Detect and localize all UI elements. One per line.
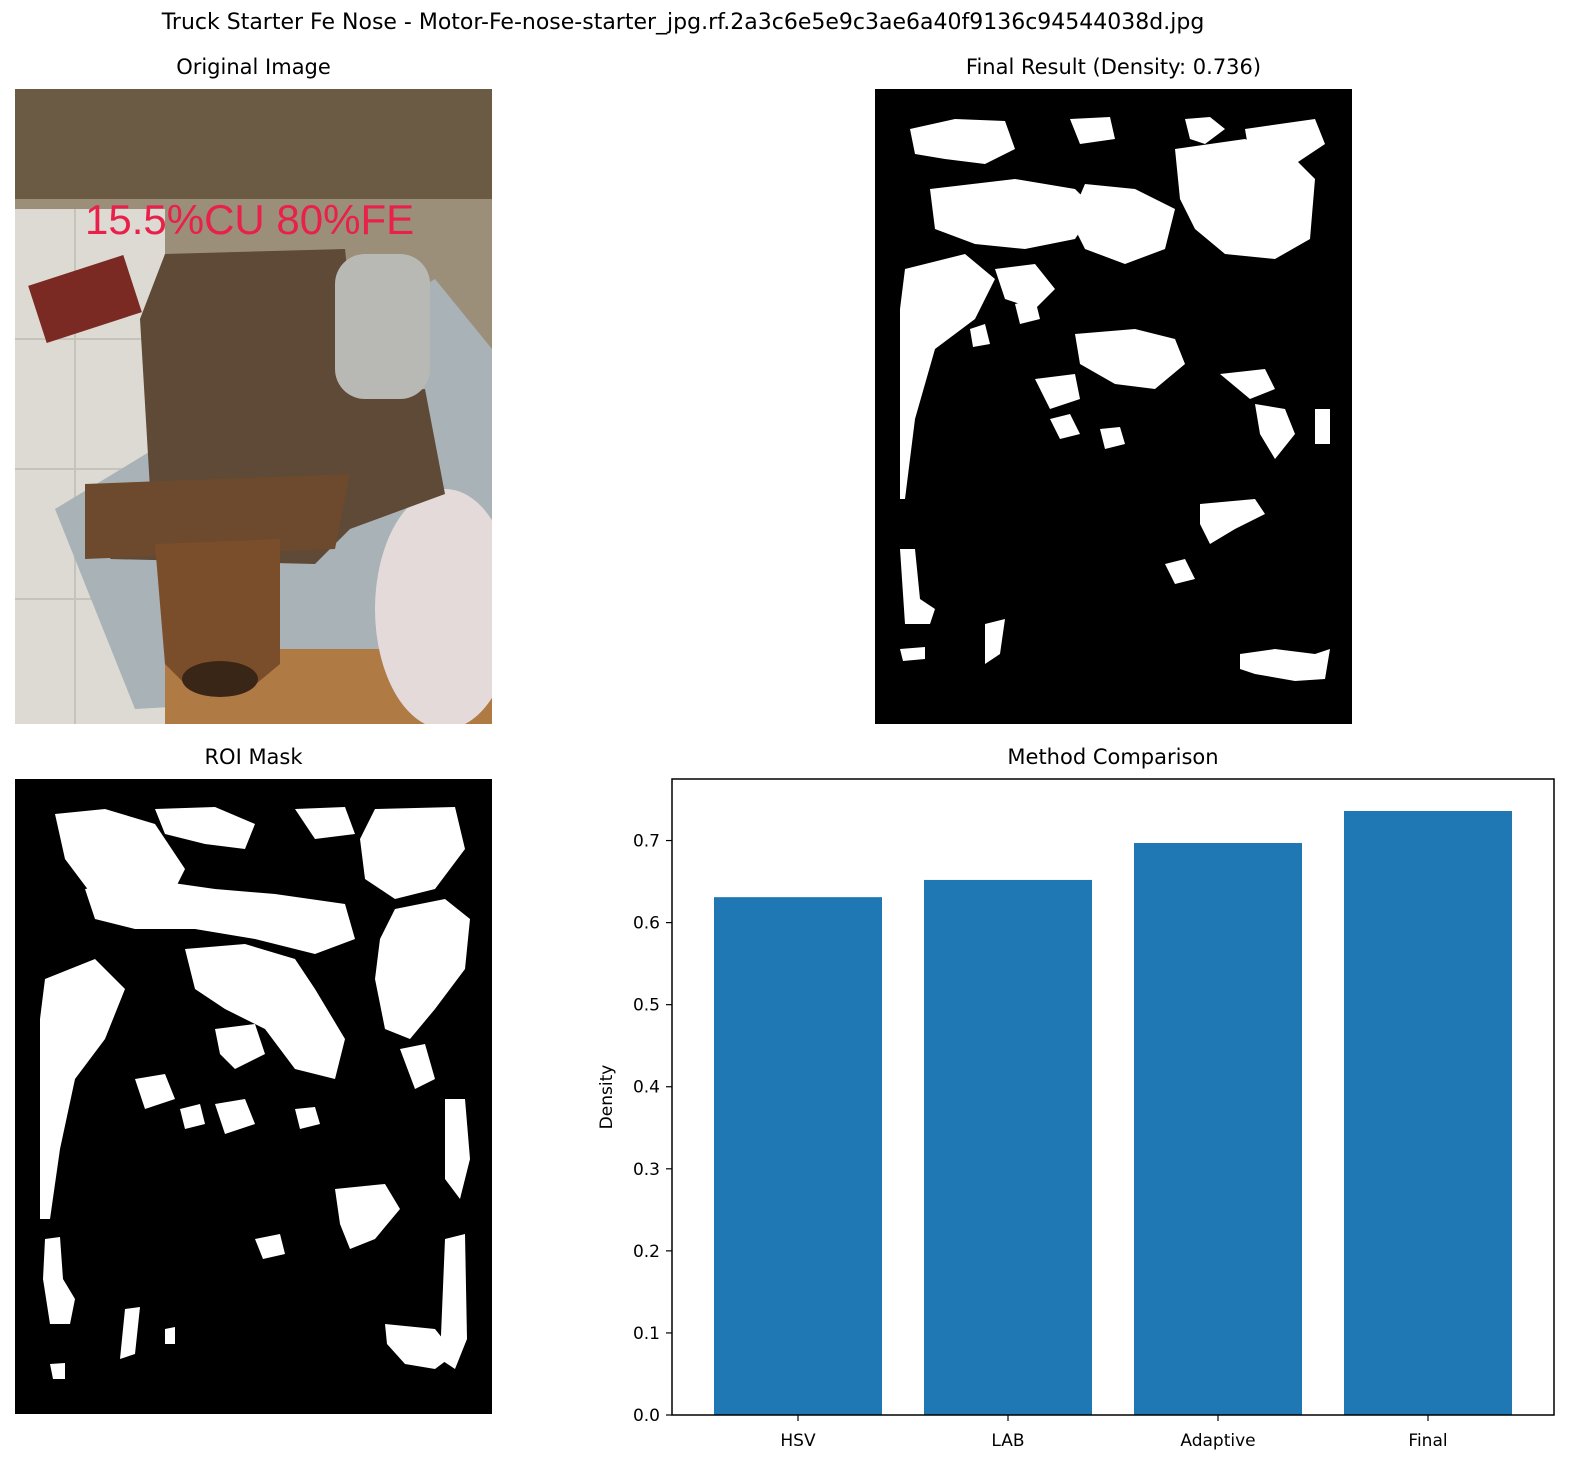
final-result-mask-panel (875, 89, 1352, 724)
y-tick-label: 0.2 (633, 1242, 660, 1262)
original-photo: 15.5%CU 80%FE (15, 89, 492, 724)
original-image-title: Original Image (15, 55, 492, 79)
x-tick-label: HSV (780, 1431, 816, 1451)
method-comparison-chart: HSV LAB Adaptive Final 0.0 0.1 0.2 0.3 0.4 0.5 0.6… (590, 772, 1570, 1462)
roi-mask (15, 779, 492, 1414)
x-tick-label: Final (1408, 1431, 1447, 1451)
y-tick-label: 0.7 (633, 832, 660, 852)
roi-mask-panel (15, 779, 492, 1414)
bar-adaptive (1134, 843, 1302, 1415)
bars-layer (714, 811, 1512, 1415)
method-comparison-title: Method Comparison (672, 745, 1554, 769)
final-result-mask (875, 89, 1352, 724)
final-result-title: Final Result (Density: 0.736) (875, 55, 1352, 79)
y-tick-label: 0.1 (633, 1324, 660, 1344)
y-tick-label: 0.4 (633, 1078, 660, 1098)
bar-lab (924, 880, 1092, 1415)
y-axis-label: Density (597, 1065, 617, 1130)
y-tick-label: 0.6 (633, 914, 660, 934)
bar-hsv (714, 897, 882, 1415)
y-tick-label: 0.5 (633, 996, 660, 1016)
bar-final (1344, 811, 1512, 1415)
overlay-text: 15.5%CU 80%FE (85, 196, 414, 243)
roi-mask-title: ROI Mask (15, 745, 492, 769)
x-tick-label: LAB (991, 1431, 1024, 1451)
original-image-panel: 15.5%CU 80%FE (15, 89, 492, 724)
figure-suptitle: Truck Starter Fe Nose - Motor-Fe-nose-st… (0, 10, 1366, 35)
x-tick-label: Adaptive (1180, 1431, 1255, 1451)
y-tick-label: 0.3 (633, 1160, 660, 1180)
y-tick-label: 0.0 (633, 1406, 660, 1426)
